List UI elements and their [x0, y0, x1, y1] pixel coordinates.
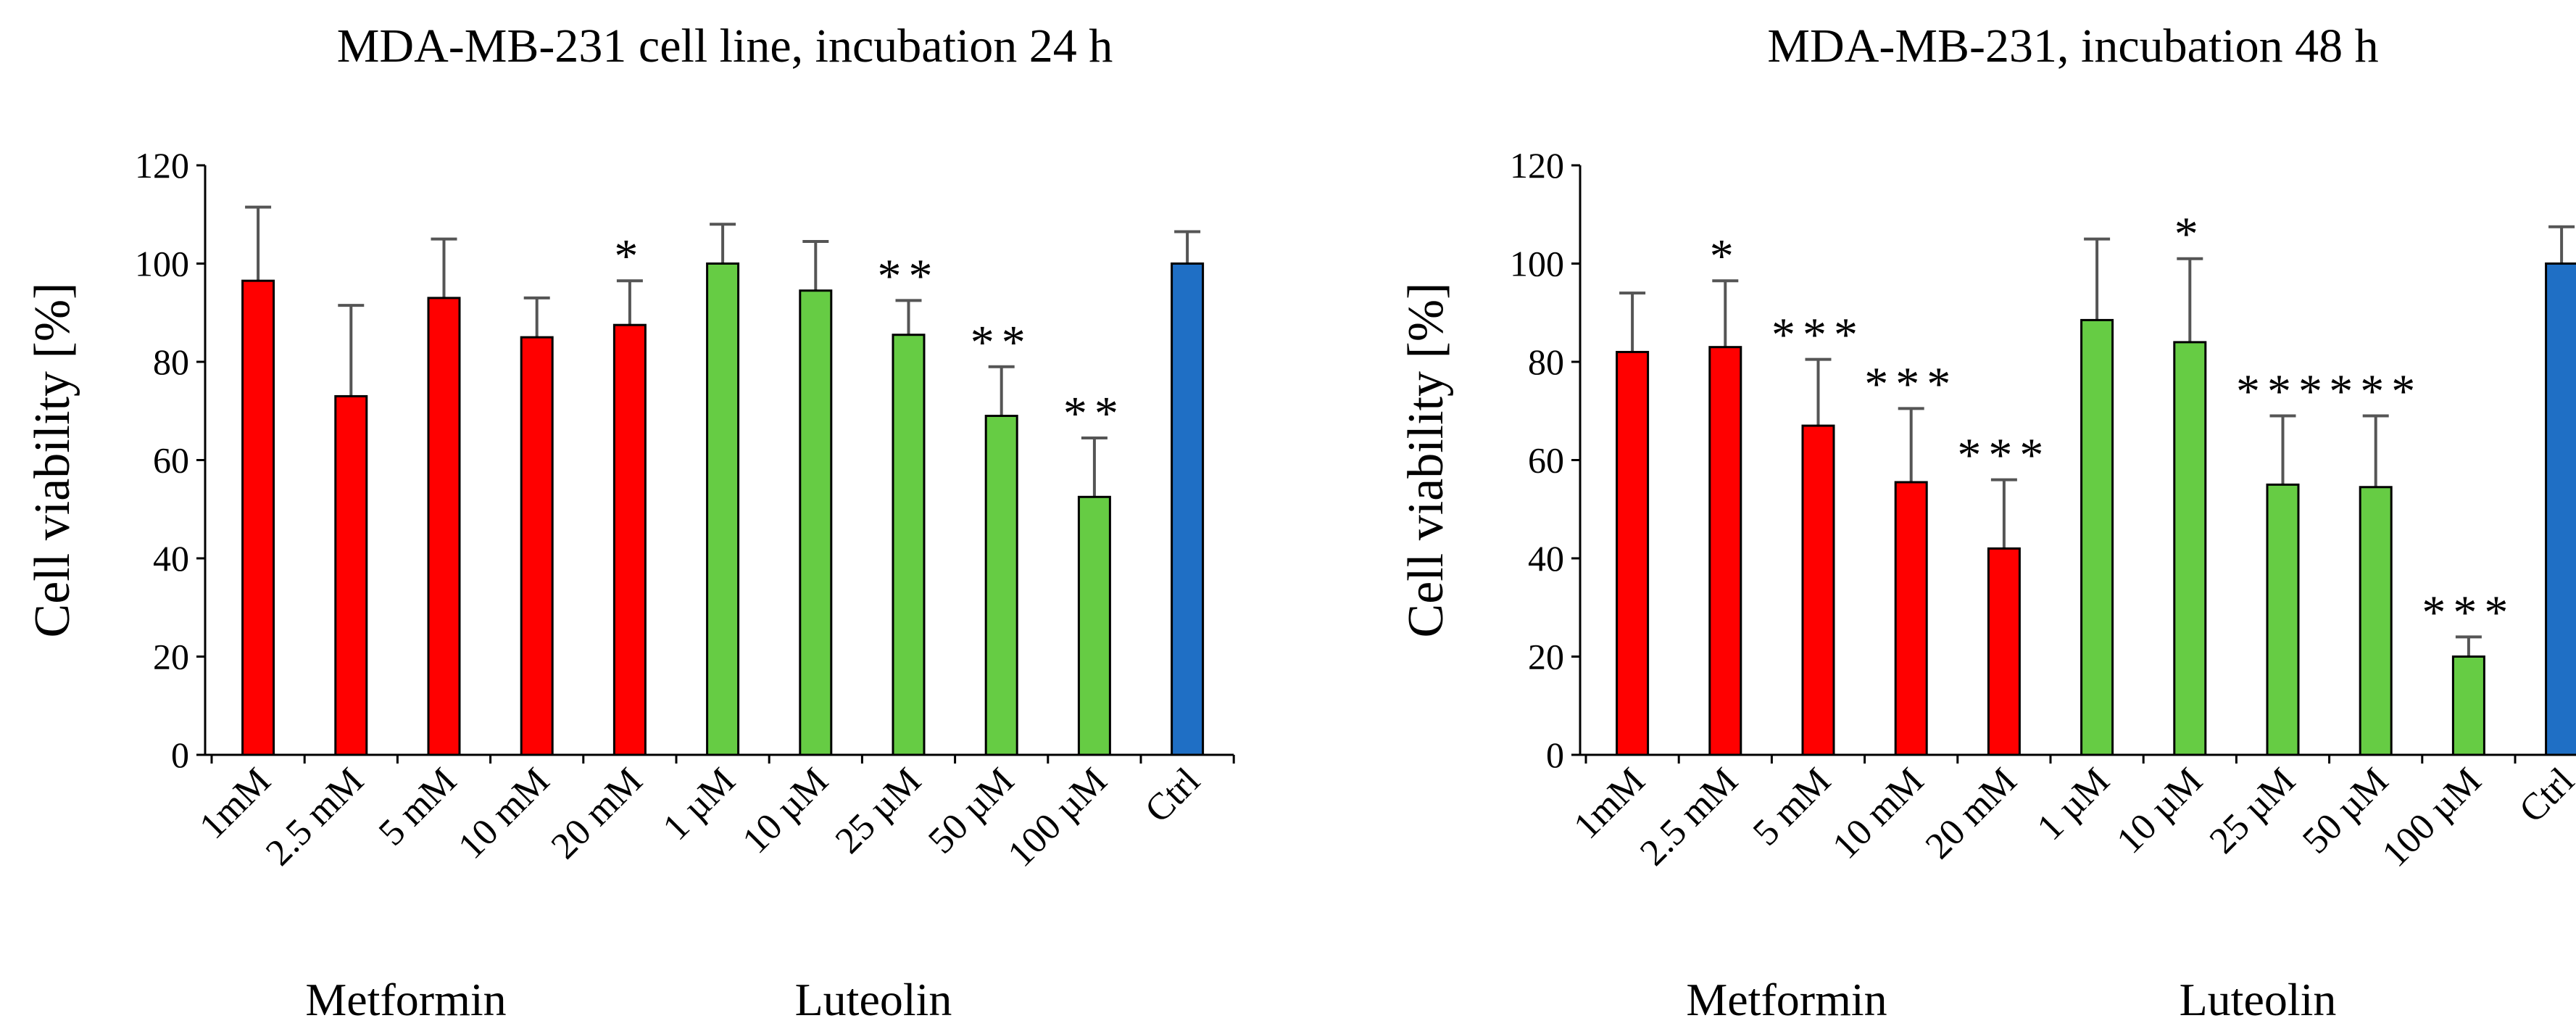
chart-2: MDA-MB-231, incubation 48 h Cell viabilit… — [1398, 20, 2576, 1025]
bar — [1616, 350, 1650, 756]
y-tick-label: 0 — [171, 735, 189, 775]
x-tick-label: 2.5 mM — [258, 760, 372, 874]
significance-marker: ** — [971, 316, 1033, 369]
chart-1: MDA-MB-231 cell line, incubation 24 h Cel… — [25, 20, 1235, 1025]
y-tick-label: 80 — [153, 342, 189, 382]
significance-marker: *** — [1957, 429, 2051, 482]
x-tick-label: 1 µM — [2029, 760, 2118, 848]
y-tick-label: 100 — [1510, 244, 1564, 284]
x-tick-label: 5 mM — [371, 760, 465, 853]
x-tick-label: Ctrl — [2511, 760, 2576, 831]
chart-title: MDA-MB-231 cell line, incubation 24 h — [337, 20, 1113, 73]
group-label: Metformin — [1686, 974, 1887, 1025]
significance-marker: *** — [2422, 586, 2515, 639]
y-tick-label: 60 — [153, 440, 189, 481]
significance-marker: *** — [2329, 365, 2422, 418]
x-tick-label: 100 µM — [1000, 760, 1115, 875]
bar — [1894, 481, 1928, 756]
significance-marker: *** — [2236, 365, 2330, 418]
bar — [1801, 424, 1835, 756]
bar — [241, 279, 275, 756]
bar — [984, 415, 1018, 756]
x-tick-label: 20 mM — [544, 760, 651, 867]
bar — [1708, 346, 1742, 756]
significance-marker: * — [1710, 230, 1741, 283]
x-tick-label: 10 µM — [2109, 760, 2211, 861]
y-tick-label: 120 — [1510, 145, 1564, 186]
significance-marker: ** — [878, 249, 940, 302]
x-tick-label: 2.5 mM — [1632, 760, 1746, 874]
bar — [334, 394, 368, 756]
x-tick-label: 25 µM — [828, 760, 929, 861]
y-tick-label: 40 — [153, 538, 189, 579]
significance-marker: ** — [1063, 387, 1126, 440]
x-tick-label: 1 µM — [655, 760, 744, 848]
y-tick-label: 60 — [1528, 440, 1564, 481]
y-axis-label: Cell viability [%] — [25, 283, 80, 638]
significance-marker: *** — [1864, 357, 1958, 410]
y-tick-label: 0 — [1546, 735, 1564, 775]
y-tick-label: 20 — [1528, 637, 1564, 677]
x-tick-label: 25 µM — [2202, 760, 2303, 861]
x-tick-label: 100 µM — [2375, 760, 2490, 875]
bar — [520, 336, 554, 756]
y-tick-label: 120 — [135, 145, 189, 186]
y-tick-label: 20 — [153, 637, 189, 677]
y-tick-label: 100 — [135, 244, 189, 284]
y-tick-label: 80 — [1528, 342, 1564, 382]
significance-marker: *** — [1771, 309, 1865, 362]
x-tick-label: 10 mM — [1825, 760, 1932, 867]
x-tick-label: 10 mM — [451, 760, 558, 867]
bar — [1171, 262, 1205, 756]
x-tick-label: 1mM — [192, 760, 279, 847]
x-tick-label: 1mM — [1566, 760, 1653, 847]
bar — [2266, 483, 2300, 756]
x-tick-label: 5 mM — [1745, 760, 1839, 853]
bar — [2451, 655, 2485, 756]
bar — [706, 262, 740, 756]
bar — [2359, 486, 2393, 756]
group-label: Metformin — [305, 974, 506, 1025]
group-label: Luteolin — [2180, 974, 2337, 1025]
y-tick-label: 40 — [1528, 538, 1564, 579]
bar — [1077, 495, 1111, 756]
significance-marker: * — [2174, 208, 2206, 261]
bar — [1987, 547, 2021, 756]
bar — [612, 323, 647, 756]
bar — [2080, 318, 2114, 756]
bar — [2173, 341, 2207, 756]
y-axis-label: Cell viability [%] — [1398, 283, 1454, 638]
group-label: Luteolin — [795, 974, 952, 1025]
significance-marker: * — [614, 230, 645, 283]
bar — [892, 334, 926, 756]
bar — [427, 297, 461, 756]
chart-title: MDA-MB-231, incubation 48 h — [1767, 20, 2378, 73]
bar — [2545, 262, 2576, 756]
x-tick-label: 20 mM — [1918, 760, 2025, 867]
x-tick-label: Ctrl — [1137, 760, 1208, 831]
bar — [799, 289, 833, 756]
x-tick-label: 10 µM — [735, 760, 836, 861]
